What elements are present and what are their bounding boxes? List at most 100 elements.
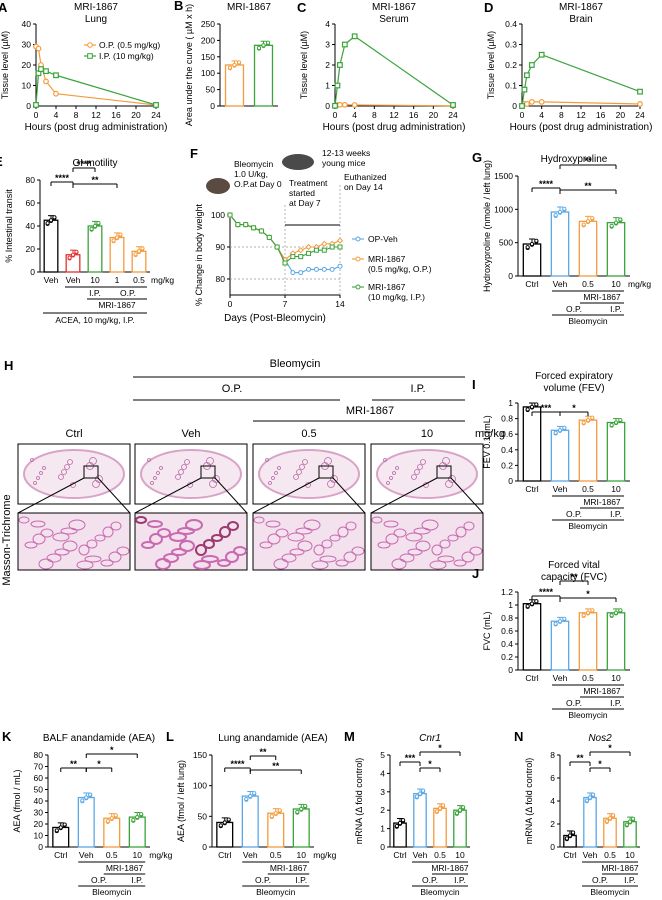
data-point [567,833,573,838]
alveoli-texture [437,555,455,563]
data-point [48,218,54,223]
panel-letter: E [0,154,3,169]
x-category-label: 10 [611,279,621,289]
data-point [136,249,142,254]
data-point [295,809,300,814]
y-tick-label: 0.2 [501,460,513,470]
sig-label: **** [539,179,554,189]
x-tick-label: 0 [333,110,338,120]
data-point [54,828,59,833]
alveoli-texture [46,553,62,563]
y-tick-label: 0.6 [501,626,513,636]
y-tick-label: 10 [22,81,32,91]
x-category-label: Ctrl [525,484,538,494]
y-axis-label: AEA (fmol / left lung) [176,760,186,842]
x-category-label: 10 [611,673,621,683]
alveoli-texture [289,548,305,556]
sig-label: * [598,759,602,769]
panel-H: H Bleomycin O.P. I.P. MRI-1867 Ctrl Veh 0.5 10 mg… [1,358,505,586]
bar [522,406,542,482]
x-category-label: Veh [413,850,428,860]
panel-G: G Hydroxyproline 0 500 1000 1500Hydroxyprolin… [472,150,651,326]
data-point [637,88,643,95]
tissue-texture [302,459,308,465]
panel-title: Forced vital [548,560,600,571]
tissue-texture [147,458,151,462]
x-tick-label: 4 [352,110,357,120]
bar [606,222,626,277]
alveoli-texture [439,539,451,549]
alveoli-texture [94,534,106,542]
bar [433,807,447,848]
y-axis-label: Tissue level (µM) [486,31,496,99]
tissue-texture [293,474,299,480]
alveoli-texture [102,526,114,538]
data-point [252,791,257,796]
legend-label: O.P. (0.5 mg/kg) [99,40,160,50]
legend-pk: O.P. (0.5 mg/kg)I.P. (10 mg/kg) [84,40,160,61]
data-point [581,613,586,618]
y-tick-label: 40 [26,221,36,231]
drug-label: MRI-1867 [583,292,621,302]
data-point [525,407,530,412]
data-point [273,811,278,816]
bar [267,812,285,848]
tissue-texture [383,458,387,462]
data-point [611,813,616,818]
zoom-box [200,465,216,479]
data-point [114,235,120,240]
drug-label: MRI-1867 [601,863,639,873]
data-point [139,812,144,817]
data-point [62,822,67,827]
zoom-box [83,465,99,479]
tissue-texture [64,464,70,470]
x-category-label: Veh [553,279,568,289]
data-point [251,225,257,231]
alveoli-texture [265,520,281,528]
data-point [609,223,614,228]
y-axis-label: AEA (fmol / mL) [12,769,22,832]
panel-subtitle: Lung [85,14,107,25]
data-point [624,822,629,827]
y-tick-label: 1 [325,81,330,91]
legend-label: I.P. (10 mg/kg) [99,51,154,61]
x-category-label: 10 [611,484,621,494]
data-point [454,811,459,816]
alveoli-texture [141,541,155,549]
x-category-label: 10 [625,850,635,860]
tissue-texture [324,457,332,465]
alveoli-texture [329,534,341,542]
data-point [290,270,296,276]
x-category-label: Veh [79,850,94,860]
bleomycin-note: O.P.at Day 0 [234,179,282,189]
data-point [105,819,110,824]
bar [253,44,274,107]
data-point [525,604,530,609]
x-category-label: Ctrl [563,850,576,860]
bar [578,220,598,277]
tissue-texture [206,457,214,465]
tissue-texture [30,458,34,462]
sig-label: ** [91,175,99,185]
alveoli-texture [429,560,447,570]
data-point [33,102,39,108]
data-point [277,808,282,813]
route-label: O.P. [566,698,582,708]
tissue-texture [181,464,187,470]
tissue-texture [448,475,456,483]
bar [578,612,598,671]
data-point [53,90,59,97]
y-tick-label: 1500 [494,171,513,181]
y-tick-label: 100 [193,781,207,791]
panel-letter: N [514,729,523,744]
data-point [562,425,567,430]
data-point [133,252,138,257]
tissue-texture [268,481,272,485]
y-tick-label: 50 [34,785,44,795]
data-point [306,250,312,256]
data-point [313,247,319,253]
panel-title: volume (FEV) [543,383,604,394]
y-axis-label: Tissue level (µM) [299,31,309,99]
data-point [227,212,233,218]
y-tick-label: 100 [211,210,225,220]
